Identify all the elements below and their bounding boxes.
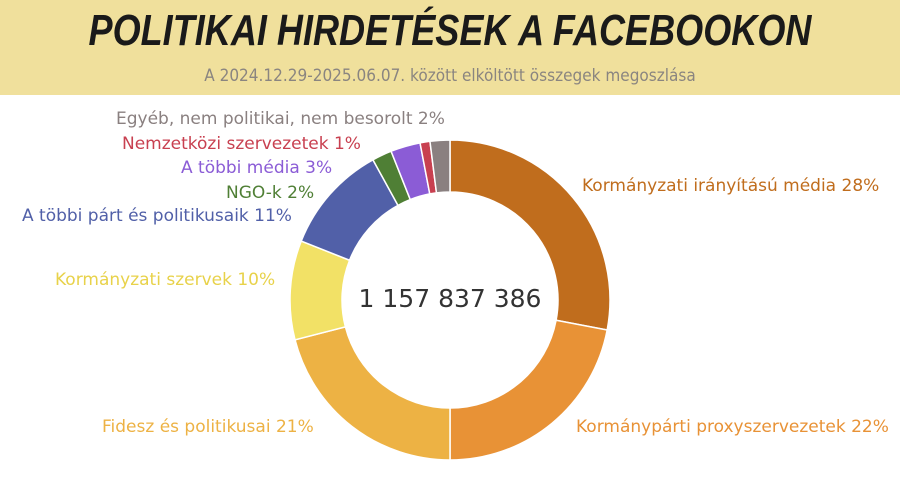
label-fidesz: Fidesz és politikusai 21%	[102, 417, 314, 437]
label-egyeb: Egyéb, nem politikai, nem besorolt 2%	[116, 109, 445, 129]
label-kormanyzati-szervek: Kormányzati szervek 10%	[55, 270, 276, 290]
label-proxy: Kormánypárti proxyszervezetek 22%	[576, 417, 889, 437]
label-nemzetkozi: Nemzetközi szervezetek 1%	[122, 134, 361, 154]
slice-0	[449, 139, 611, 331]
label-tobbi-part: A többi párt és politikusaik 11%	[22, 206, 292, 226]
label-ngo: NGO-k 2%	[226, 183, 315, 203]
label-tobbi-media: A többi média 3%	[181, 158, 333, 178]
slice-8	[429, 139, 451, 194]
label-kormanyzati-media: Kormányzati irányítású média 28%	[582, 176, 880, 196]
chart-subtitle: A 2024.12.29-2025.06.07. között elköltöt…	[204, 66, 696, 86]
center-total: 1 157 837 386	[358, 284, 542, 313]
chart-title: POLITIKAI HIRDETÉSEK A FACEBOOKON	[88, 6, 812, 55]
slice-1	[449, 319, 609, 461]
slice-2	[294, 325, 451, 461]
header: POLITIKAI HIRDETÉSEK A FACEBOOKON A 2024…	[0, 0, 900, 95]
